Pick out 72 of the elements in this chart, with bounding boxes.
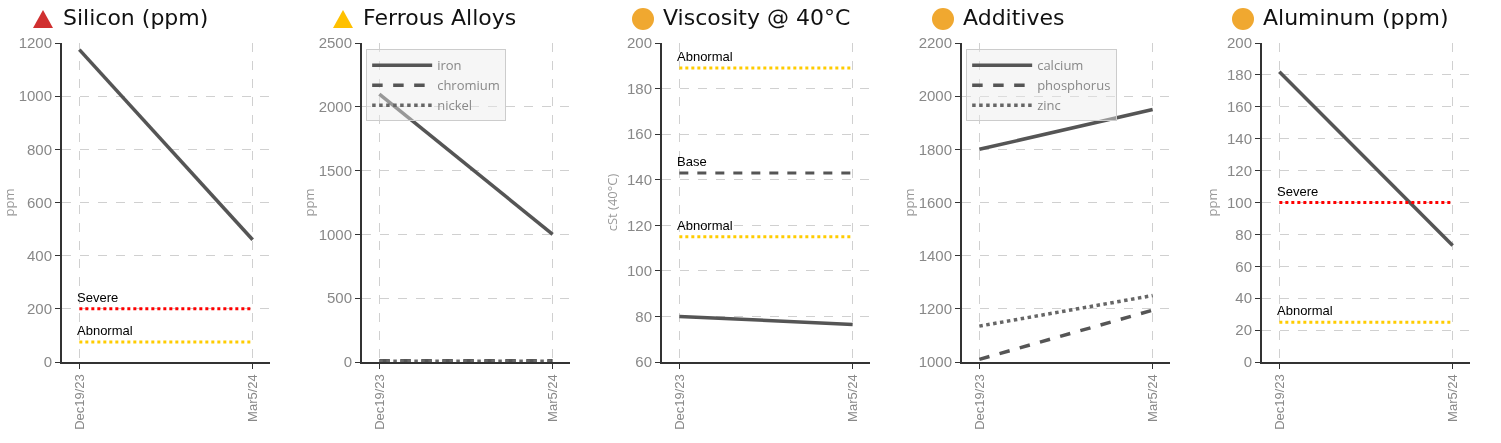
y-tick-label: 1000 — [918, 353, 952, 371]
x-tick-label: Dec19/23 — [671, 374, 687, 430]
y-tick-label: 200 — [1226, 34, 1252, 52]
chart-title: Additives — [963, 5, 1065, 31]
legend-label: chromium — [437, 76, 500, 95]
y-tick-label: 160 — [626, 125, 652, 143]
y-axis-title: ppm — [900, 188, 918, 217]
legend-label: calcium — [1037, 56, 1084, 75]
x-tick-label: Dec19/23 — [371, 374, 387, 430]
x-tick-label: Dec19/23 — [71, 374, 87, 430]
x-tick-label: Mar5/24 — [1444, 374, 1460, 422]
ref-line-label: Abnormal — [677, 49, 733, 64]
x-tick-label: Dec19/23 — [1271, 374, 1287, 430]
y-tick-label: 40 — [1235, 289, 1252, 307]
chart-title: Ferrous Alloys — [363, 5, 517, 31]
y-tick-label: 0 — [1243, 353, 1252, 371]
legend-label: phosphorus — [1037, 76, 1111, 95]
y-tick-label: 1400 — [918, 246, 952, 264]
ref-line-label: Severe — [77, 290, 119, 305]
y-tick-label: 180 — [1226, 66, 1252, 84]
y-tick-label: 140 — [1226, 129, 1252, 147]
ref-line-label: Abnormal — [677, 218, 733, 233]
x-tick-label: Mar5/24 — [844, 374, 860, 422]
legend-label: zinc — [1037, 96, 1061, 115]
y-tick-label: 80 — [1235, 225, 1252, 243]
y-tick-label: 180 — [626, 79, 652, 97]
y-tick-label: 80 — [635, 307, 652, 325]
y-tick-label: 0 — [43, 353, 52, 371]
y-tick-label: 1000 — [318, 225, 352, 243]
y-tick-label: 1600 — [918, 193, 952, 211]
y-tick-label: 1200 — [918, 300, 952, 318]
y-tick-label: 1500 — [318, 161, 352, 179]
y-tick-label: 100 — [1226, 193, 1252, 211]
y-tick-label: 800 — [26, 140, 52, 158]
x-tick-label: Mar5/24 — [544, 374, 560, 422]
legend-label: nickel — [437, 96, 473, 115]
y-tick-label: 1000 — [18, 87, 52, 105]
y-tick-label: 120 — [1226, 161, 1252, 179]
x-tick-label: Mar5/24 — [1144, 374, 1160, 422]
ref-line-label: Abnormal — [1277, 303, 1333, 318]
x-tick-label: Dec19/23 — [971, 374, 987, 430]
ref-line-label: Abnormal — [77, 323, 133, 338]
y-tick-label: 2000 — [318, 98, 352, 116]
y-tick-label: 100 — [626, 262, 652, 280]
y-tick-label: 200 — [26, 300, 52, 318]
ref-line-label: Base — [677, 154, 707, 169]
y-tick-label: 1200 — [18, 34, 52, 52]
y-tick-label: 400 — [26, 246, 52, 264]
y-tick-label: 600 — [26, 193, 52, 211]
y-tick-label: 60 — [635, 353, 652, 371]
y-axis-title: ppm — [0, 188, 18, 217]
y-axis-title: ppm — [300, 188, 318, 217]
y-tick-label: 0 — [343, 353, 352, 371]
y-tick-label: 2200 — [918, 34, 952, 52]
chart-title: Silicon (ppm) — [63, 5, 209, 31]
y-tick-label: 160 — [1226, 98, 1252, 116]
ref-line-label: Severe — [1277, 184, 1319, 199]
chart-title: Aluminum (ppm) — [1263, 5, 1449, 31]
y-tick-label: 500 — [326, 289, 352, 307]
y-tick-label: 20 — [1235, 321, 1252, 339]
y-tick-label: 140 — [626, 170, 652, 188]
y-tick-label: 60 — [1235, 257, 1252, 275]
y-axis-title: cSt (40°C) — [603, 173, 622, 232]
legend-label: iron — [437, 56, 462, 75]
x-tick-label: Mar5/24 — [244, 374, 260, 422]
y-tick-label: 120 — [626, 216, 652, 234]
chart-title: Viscosity @ 40°C — [663, 5, 851, 31]
y-tick-label: 1800 — [918, 140, 952, 158]
y-tick-label: 200 — [626, 34, 652, 52]
y-tick-label: 2000 — [918, 87, 952, 105]
y-tick-label: 2500 — [318, 34, 352, 52]
y-axis-title: ppm — [1203, 188, 1222, 217]
